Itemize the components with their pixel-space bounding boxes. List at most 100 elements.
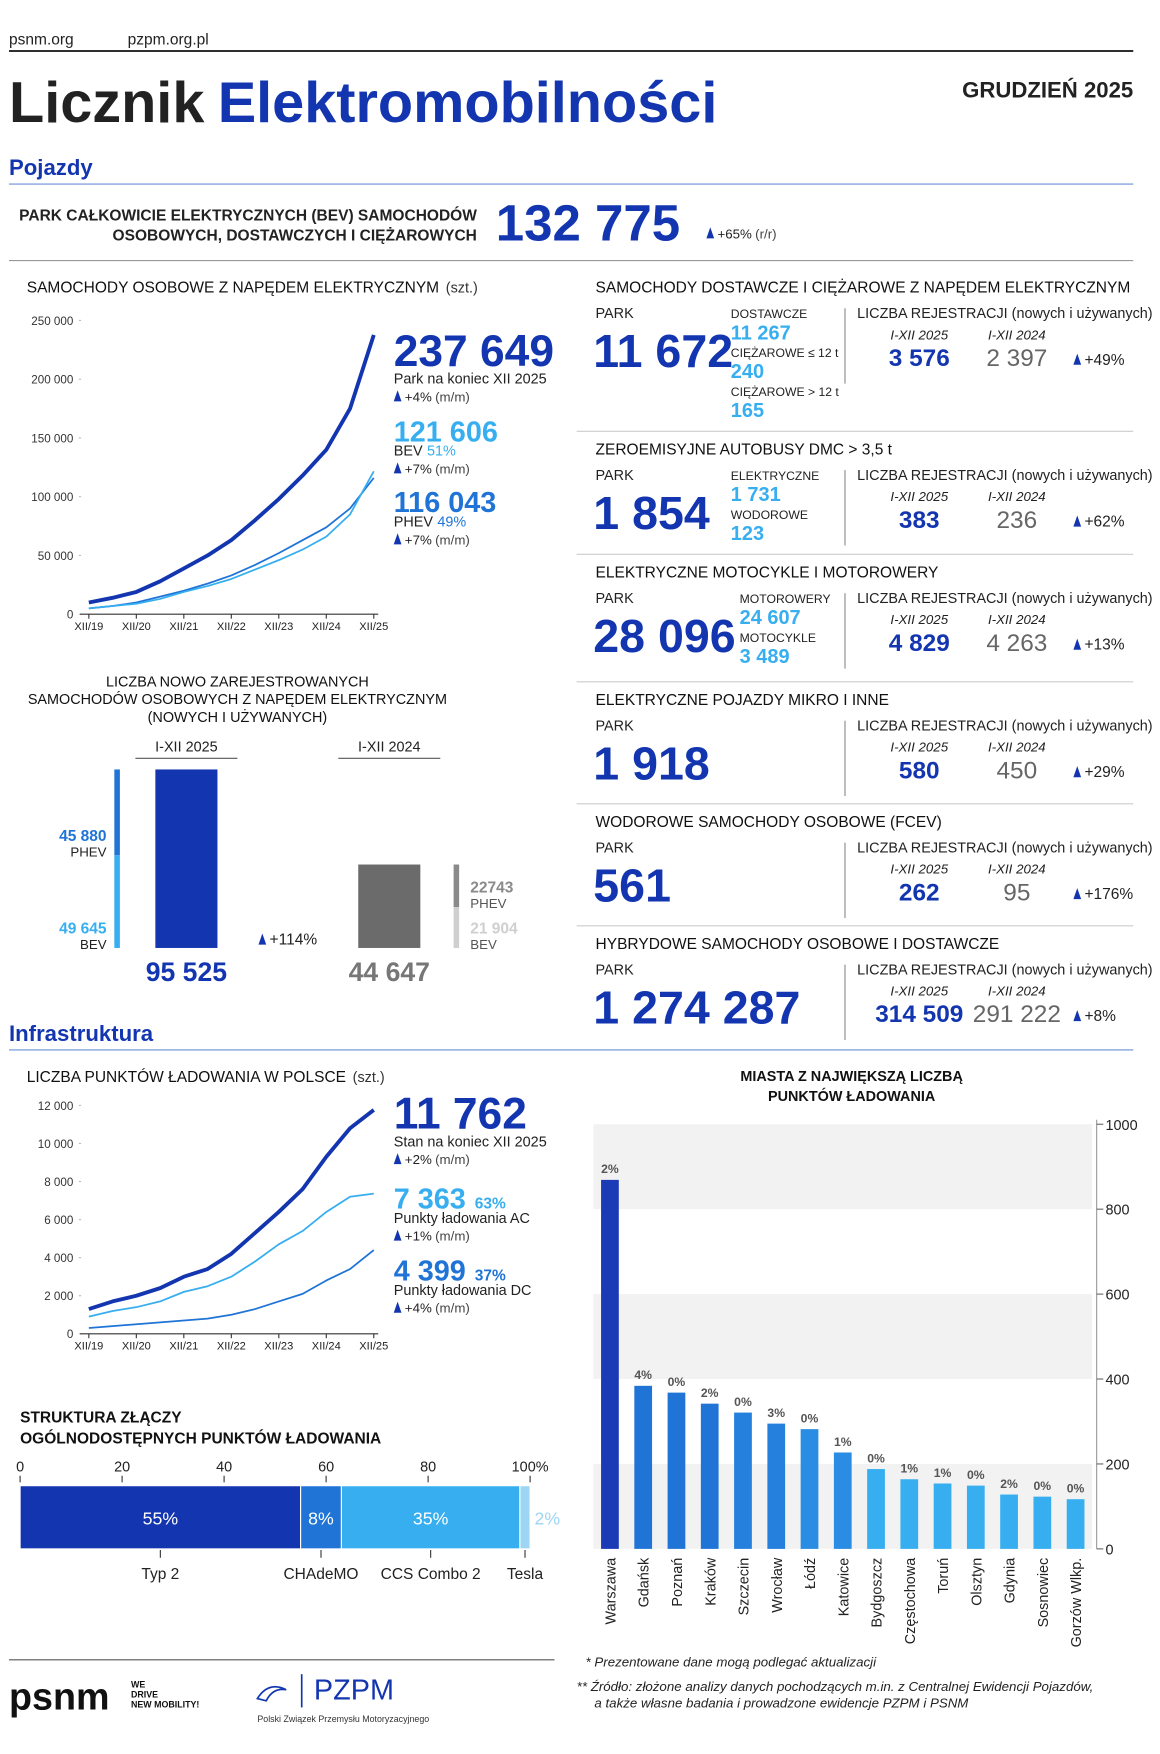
share: 51% <box>427 444 456 460</box>
reg-label: LICZBA REJESTRACJI (nowych i używanych) <box>857 591 1152 607</box>
change-label: 0% <box>801 1411 819 1425</box>
reg-value: 450 <box>997 757 1038 784</box>
y-tick-label: 10 000 <box>38 1138 74 1151</box>
period: I-XII 2024 <box>988 489 1046 504</box>
change-value: +7% <box>405 532 432 547</box>
reg-label: LICZBA REJESTRACJI (nowych i używanych) <box>857 963 1152 979</box>
reg-value: 291 222 <box>973 1001 1061 1028</box>
callout-value: 121 606 <box>394 416 498 448</box>
up-arrow <box>1073 766 1082 778</box>
period: I-XII 2024 <box>358 740 420 756</box>
logo-caption: Polski Związek Przemysłu Motoryzacyjnego <box>257 1714 429 1724</box>
page-title: Licznik Elektromobilności <box>9 71 717 135</box>
x-tick-label: XII/19 <box>74 621 103 633</box>
park-value: 561 <box>593 859 671 911</box>
callout-name: PHEV 49% <box>394 515 467 531</box>
breakdown-label: MOTOCYKLE <box>740 631 816 645</box>
category-label: Łódź <box>803 1558 819 1589</box>
chart-title: STRUKTURA ZŁĄCZY <box>20 1409 182 1426</box>
x-tick-label: XII/21 <box>169 1340 198 1352</box>
y-tick-label: 800 <box>1106 1203 1130 1219</box>
x-tick-label: XII/22 <box>217 1340 246 1352</box>
breakdown-label: MOTOROWERY <box>740 592 831 606</box>
value-label: 45 880 <box>59 828 106 845</box>
change-unit: (m/m) <box>435 532 470 547</box>
category-label: Gdańsk <box>637 1557 653 1607</box>
park-label: PARK <box>596 468 635 484</box>
section-title: Pojazdy <box>9 155 93 180</box>
x-tick-label: 20 <box>114 1459 130 1475</box>
breakdown-label: CIĘŻAROWE > 12 t <box>731 385 840 399</box>
up-arrow <box>393 1153 402 1165</box>
note: a także własne badania i prowadzone ewid… <box>594 1695 969 1710</box>
series-name: Punkty ładowania AC <box>394 1211 530 1227</box>
callout: 7 363 63% <box>394 1184 506 1216</box>
change-unit: (m/m) <box>435 1301 470 1316</box>
y-tick-label: 4 000 <box>44 1252 74 1265</box>
panel-title: ZEROEMISYJNE AUTOBUSY DMC > 3,5 t <box>596 442 893 459</box>
up-arrow <box>393 1229 402 1241</box>
breakdown-label: ELEKTRYCZNE <box>731 469 820 483</box>
x-tick-label: XII/20 <box>122 621 151 633</box>
series-line <box>88 470 375 610</box>
category-label: CCS Combo 2 <box>381 1566 481 1583</box>
segment-strip <box>453 907 460 948</box>
chart-title: PUNKTÓW ŁADOWANIA <box>768 1087 936 1105</box>
bar <box>833 1452 852 1549</box>
change: +65% (r/r) <box>717 226 776 241</box>
bar <box>867 1469 885 1549</box>
grid-band <box>593 1124 1093 1210</box>
value-label: 22743 <box>470 880 514 897</box>
up-arrow <box>1073 638 1082 650</box>
chart-title: LICZBA PUNKTÓW ŁADOWANIA W POLSCE (szt.) <box>27 1069 385 1086</box>
breakdown-value: 24 607 <box>740 607 801 629</box>
y-tick-label: 400 <box>1106 1373 1130 1389</box>
category-label: Typ 2 <box>141 1566 179 1583</box>
reg-value: 4 829 <box>889 630 950 657</box>
change: +62% <box>1084 514 1124 531</box>
chart-title: OGÓLNODOSTĘPNYCH PUNKTÓW ŁADOWANIA <box>20 1430 381 1448</box>
chart-title: LICZBA NOWO ZAREJESTROWANYCH <box>106 674 369 690</box>
y-tick-label: 600 <box>1106 1288 1130 1304</box>
bar <box>933 1483 952 1549</box>
period: I-XII 2024 <box>988 862 1046 877</box>
period: I-XII 2025 <box>890 612 948 627</box>
up-arrow <box>706 227 715 239</box>
segment-strip <box>114 855 120 948</box>
pzpm-emblem <box>256 1685 287 1702</box>
park-label: PARK <box>596 963 635 979</box>
change: +4% (m/m) <box>405 1301 470 1316</box>
category-label: Bydgoszcz <box>870 1558 886 1628</box>
change: +29% <box>1084 764 1124 781</box>
y-tick-label: 150 000 <box>31 432 74 445</box>
y-tick-label: 1000 <box>1106 1118 1138 1134</box>
park-label: PARK <box>596 841 635 857</box>
park-label: PARK <box>596 719 635 735</box>
change-label: 0% <box>668 1375 686 1389</box>
bar <box>1066 1499 1085 1549</box>
segment <box>340 1485 521 1550</box>
callout-value: 116 043 <box>394 487 497 519</box>
callout-value: 4 399 <box>394 1256 466 1288</box>
park-label: PARK CAŁKOWICIE ELEKTRYCZNYCH (BEV) SAMO… <box>19 207 477 225</box>
callout-value: 237 649 <box>394 327 554 376</box>
title-part: Elektromobilności <box>218 71 718 135</box>
x-tick-label: XII/21 <box>169 621 198 633</box>
x-tick-label: XII/20 <box>122 1340 151 1352</box>
share: 37% <box>475 1268 506 1285</box>
category-label: Tesla <box>507 1566 544 1583</box>
panel-title: SAMOCHODY DOSTAWCZE I CIĘŻAROWE Z NAPĘDE… <box>596 279 1131 297</box>
breakdown-label: WODOROWE <box>731 508 808 522</box>
park-value: 1 274 287 <box>593 981 800 1033</box>
bar <box>966 1485 985 1549</box>
bar <box>358 864 421 948</box>
callout-name: BEV 51% <box>394 444 456 460</box>
y-tick-label: 0 <box>67 1328 74 1341</box>
unit: (szt.) <box>446 281 478 297</box>
change-value: +2% <box>405 1152 432 1167</box>
bar <box>800 1429 819 1549</box>
change: +1% (m/m) <box>405 1229 470 1244</box>
change-label: 2% <box>1000 1477 1018 1491</box>
series-name: Stan na koniec XII 2025 <box>394 1134 547 1150</box>
